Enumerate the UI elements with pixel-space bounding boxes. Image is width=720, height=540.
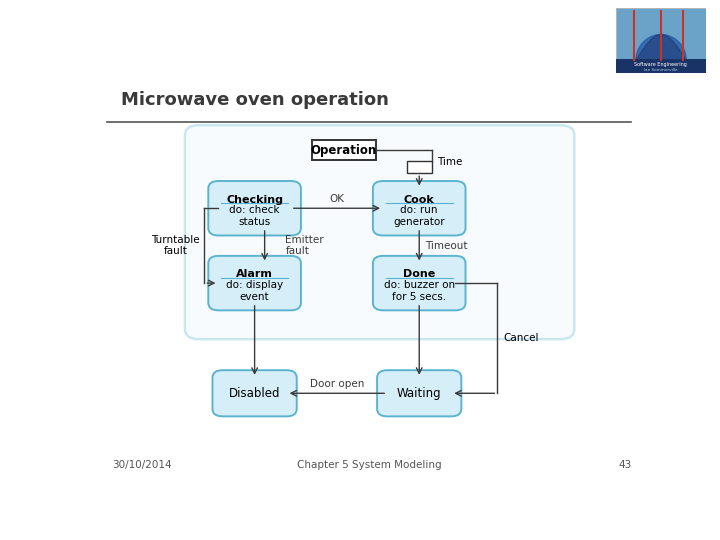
Text: Cook: Cook [404, 194, 435, 205]
FancyBboxPatch shape [373, 256, 466, 310]
Text: Alarm: Alarm [236, 269, 273, 279]
FancyBboxPatch shape [185, 125, 575, 339]
FancyBboxPatch shape [373, 181, 466, 235]
Text: Emitter
fault: Emitter fault [285, 235, 324, 256]
FancyBboxPatch shape [377, 370, 462, 416]
FancyBboxPatch shape [616, 8, 706, 73]
Text: do: run
generator: do: run generator [393, 205, 445, 227]
Text: 43: 43 [618, 460, 631, 470]
Text: do: display
event: do: display event [226, 280, 283, 302]
Text: Cancel: Cancel [503, 333, 539, 343]
FancyBboxPatch shape [407, 161, 432, 173]
Text: Disabled: Disabled [229, 387, 280, 400]
Text: Operation: Operation [311, 144, 377, 157]
Text: Timeout: Timeout [425, 241, 467, 251]
FancyBboxPatch shape [208, 181, 301, 235]
Text: 30/10/2014: 30/10/2014 [112, 460, 172, 470]
Text: Microwave oven operation: Microwave oven operation [121, 91, 389, 109]
Text: Ian Sommerville: Ian Sommerville [644, 68, 678, 72]
Text: Waiting: Waiting [397, 387, 441, 400]
Text: Done: Done [403, 269, 436, 279]
Text: OK: OK [330, 194, 344, 204]
FancyBboxPatch shape [616, 59, 706, 73]
FancyBboxPatch shape [312, 140, 376, 160]
Text: Chapter 5 System Modeling: Chapter 5 System Modeling [297, 460, 441, 470]
Text: do: check
status: do: check status [230, 205, 280, 227]
Text: Turntable
fault: Turntable fault [151, 235, 200, 256]
FancyBboxPatch shape [212, 370, 297, 416]
Text: Software Engineering: Software Engineering [634, 62, 687, 67]
Text: Time: Time [437, 157, 463, 167]
FancyBboxPatch shape [208, 256, 301, 310]
Text: Door open: Door open [310, 379, 364, 389]
Text: do: buzzer on
for 5 secs.: do: buzzer on for 5 secs. [384, 280, 455, 302]
Text: Checking: Checking [226, 194, 283, 205]
